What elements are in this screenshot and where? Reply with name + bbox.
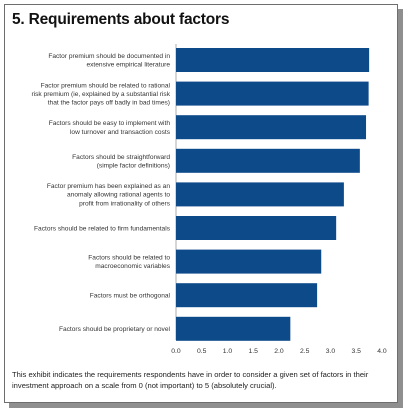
category-label: Factors must be orthogonal: [90, 293, 171, 300]
x-tick-label: 1.0: [223, 348, 233, 355]
bar: [176, 81, 369, 106]
x-tick-label: 2.0: [274, 348, 284, 355]
x-tick-label: 3.0: [326, 348, 336, 355]
bar: [176, 148, 360, 173]
x-tick-label: 2.5: [300, 348, 310, 355]
chart-title: 5. Requirements about factors: [12, 11, 230, 28]
exhibit-card: 5. Requirements about factors Factor pre…: [4, 4, 398, 403]
category-label: Factor premium should be documented in ex…: [48, 53, 170, 69]
bar: [176, 316, 291, 341]
bar: [176, 249, 322, 274]
category-label: Factors should be easy to implement with…: [49, 120, 171, 136]
bar: [176, 182, 344, 207]
bar: [176, 115, 367, 140]
category-label: Factors should be related to macroeconomi…: [88, 255, 170, 271]
x-tick-label: 1.5: [249, 348, 259, 355]
category-label: Factor premium has been explained as an a…: [47, 183, 171, 207]
category-label: Factors should be proprietary or novel: [59, 326, 171, 333]
bar: [176, 48, 370, 72]
bar: [176, 216, 337, 240]
x-tick-label: 3.5: [352, 348, 362, 355]
x-tick-label: 0.5: [197, 348, 207, 355]
category-label: Factor premium should be related to rati…: [31, 82, 170, 106]
category-label: Factors should be straightforward (simple…: [72, 154, 170, 170]
x-tick-label: 4.0: [377, 348, 387, 355]
category-label: Factors should be related to firm fundam…: [34, 225, 171, 232]
chart-caption: This exhibit indicates the requirements …: [12, 370, 369, 390]
x-tick-label: 0.0: [171, 348, 181, 355]
bar-chart: Factor premium should be documented in ex…: [31, 44, 387, 355]
bar: [176, 283, 318, 308]
